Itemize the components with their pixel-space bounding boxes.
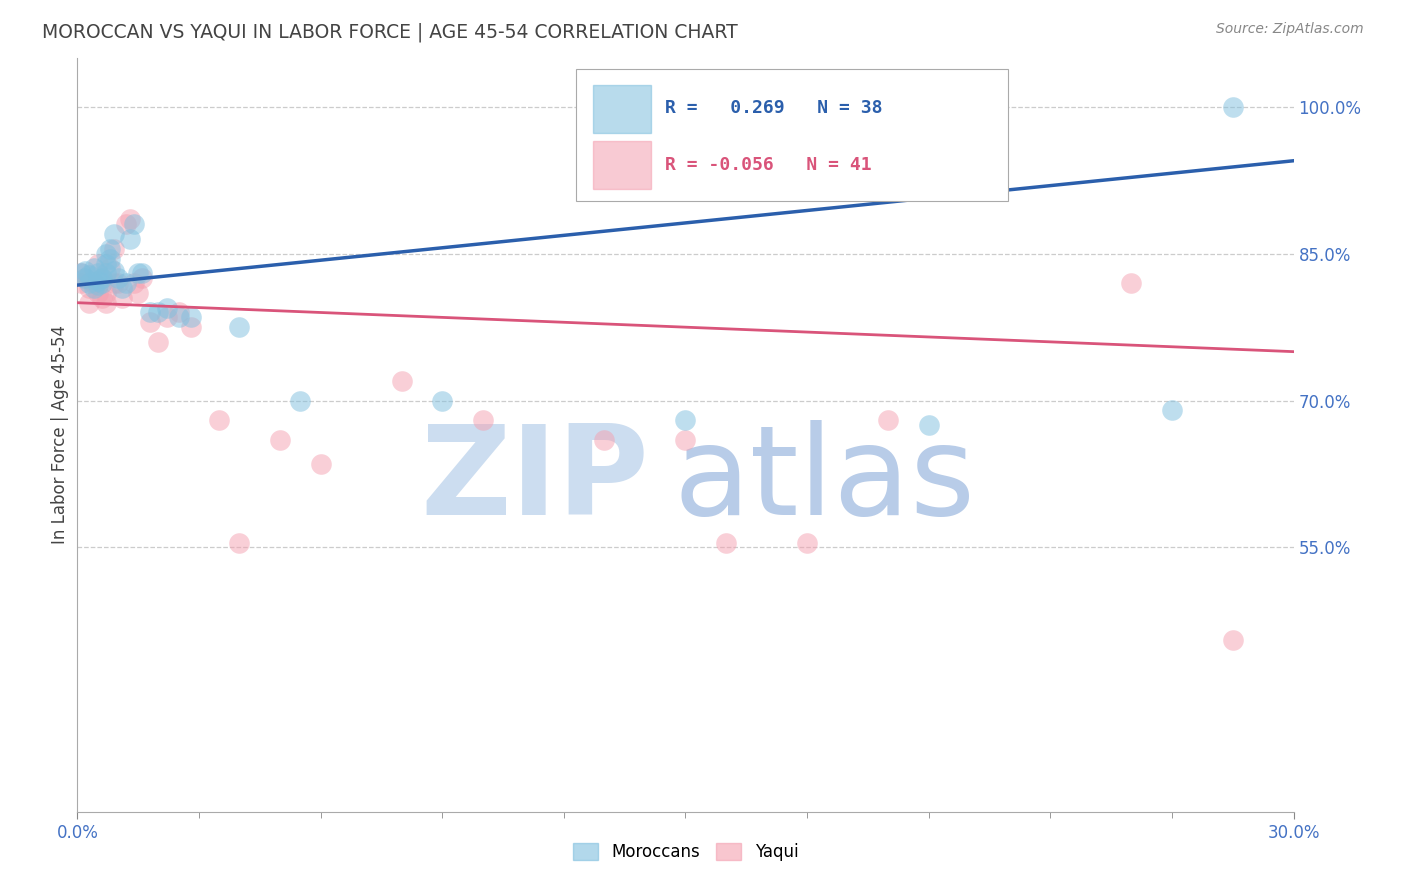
Point <box>83 281 105 295</box>
Point <box>79 281 101 295</box>
Point <box>796 535 818 549</box>
Y-axis label: In Labor Force | Age 45-54: In Labor Force | Age 45-54 <box>51 326 69 544</box>
FancyBboxPatch shape <box>593 85 651 134</box>
Point <box>98 261 121 276</box>
Point <box>90 271 112 285</box>
Point <box>269 433 291 447</box>
Point <box>83 276 105 290</box>
Point <box>391 374 413 388</box>
Point <box>98 252 121 266</box>
Point <box>118 232 141 246</box>
Point <box>180 320 202 334</box>
Point <box>877 413 900 427</box>
Point <box>1161 403 1184 417</box>
Text: R = -0.056   N = 41: R = -0.056 N = 41 <box>665 156 872 174</box>
Point <box>593 433 616 447</box>
Point <box>290 393 312 408</box>
Point <box>122 276 145 290</box>
Point <box>86 278 108 293</box>
Text: ZIP: ZIP <box>420 419 650 541</box>
Point <box>94 256 117 270</box>
Point <box>155 310 177 325</box>
Point <box>103 276 125 290</box>
Legend: Moroccans, Yaqui: Moroccans, Yaqui <box>565 836 806 867</box>
Point <box>918 418 941 433</box>
Point <box>103 264 125 278</box>
Point <box>155 301 177 315</box>
Point <box>228 535 250 549</box>
Point <box>98 242 121 256</box>
Point <box>228 320 250 334</box>
Point <box>432 393 454 408</box>
Point <box>83 261 105 276</box>
Point <box>127 285 149 300</box>
Point <box>90 291 112 305</box>
Point <box>86 285 108 300</box>
Point <box>957 100 980 114</box>
Point <box>1222 633 1244 648</box>
Point <box>79 276 101 290</box>
Point <box>103 242 125 256</box>
Point <box>90 271 112 285</box>
Point <box>70 276 93 290</box>
Point <box>103 227 125 242</box>
Point <box>70 266 93 280</box>
Point <box>75 271 97 285</box>
Point <box>90 276 112 290</box>
Point <box>75 264 97 278</box>
Point <box>79 295 101 310</box>
Point <box>94 285 117 300</box>
Point <box>167 305 190 319</box>
Point <box>86 274 108 288</box>
Point <box>208 413 231 427</box>
Point <box>75 271 97 285</box>
Point <box>86 256 108 270</box>
Point <box>139 315 162 329</box>
Point <box>131 271 153 285</box>
Point <box>180 310 202 325</box>
Point <box>94 246 117 260</box>
Point <box>111 281 134 295</box>
Point <box>127 266 149 280</box>
Point <box>148 334 170 349</box>
Point <box>86 266 108 280</box>
Text: MOROCCAN VS YAQUI IN LABOR FORCE | AGE 45-54 CORRELATION CHART: MOROCCAN VS YAQUI IN LABOR FORCE | AGE 4… <box>42 22 738 42</box>
Point <box>107 271 129 285</box>
Point <box>1222 100 1244 114</box>
Point <box>122 218 145 232</box>
Point <box>107 276 129 290</box>
Text: Source: ZipAtlas.com: Source: ZipAtlas.com <box>1216 22 1364 37</box>
Point <box>111 291 134 305</box>
Point <box>70 266 93 280</box>
Point <box>94 295 117 310</box>
Point <box>115 276 138 290</box>
Point <box>471 413 494 427</box>
Text: atlas: atlas <box>673 419 976 541</box>
Point <box>118 212 141 227</box>
Point <box>309 457 332 471</box>
FancyBboxPatch shape <box>576 70 1008 202</box>
FancyBboxPatch shape <box>593 141 651 189</box>
Point <box>167 310 190 325</box>
Point <box>148 305 170 319</box>
Point <box>675 413 697 427</box>
Point <box>94 266 117 280</box>
Point <box>714 535 737 549</box>
Point <box>131 266 153 280</box>
Point <box>139 305 162 319</box>
Point <box>115 218 138 232</box>
Point <box>675 433 697 447</box>
Text: R =   0.269   N = 38: R = 0.269 N = 38 <box>665 100 882 118</box>
Point <box>1121 276 1143 290</box>
Point <box>79 268 101 283</box>
